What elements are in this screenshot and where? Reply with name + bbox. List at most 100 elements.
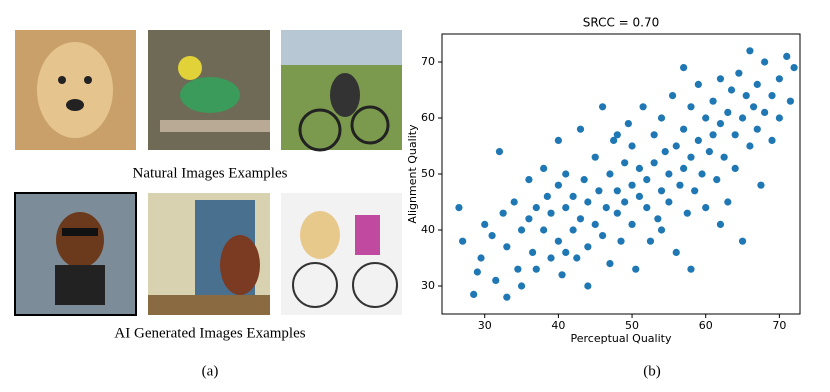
point: [569, 192, 577, 200]
point: [668, 92, 677, 100]
point: [657, 114, 666, 122]
point: [481, 220, 489, 228]
chart-title: SRCC = 0.70: [583, 16, 660, 30]
point: [547, 254, 555, 262]
point: [716, 120, 725, 128]
point: [746, 142, 754, 150]
point: [687, 103, 695, 111]
point: [709, 97, 717, 105]
point: [584, 198, 592, 206]
point: [628, 181, 636, 189]
point: [610, 136, 618, 144]
point: [562, 204, 570, 212]
point: [613, 209, 621, 217]
point: [654, 215, 662, 223]
point: [562, 170, 570, 178]
point: [628, 142, 636, 150]
point: [724, 198, 732, 206]
point: [680, 164, 688, 172]
point: [790, 64, 798, 72]
point: [702, 114, 710, 122]
point: [635, 192, 644, 200]
point: [613, 131, 621, 139]
point: [503, 293, 511, 301]
point: [540, 226, 548, 234]
point: [731, 131, 739, 139]
y-tick-label: 60: [421, 111, 435, 124]
point: [705, 148, 713, 156]
x-tick-label: 70: [772, 319, 786, 332]
point: [775, 114, 783, 122]
point: [613, 187, 621, 195]
caption-natural: Natural Images Examples: [133, 165, 288, 181]
natural-images: [15, 30, 402, 152]
x-tick-label: 60: [699, 319, 713, 332]
y-axis-label: Alignment Quality: [406, 124, 419, 224]
point: [753, 80, 761, 88]
point: [584, 243, 592, 251]
point: [525, 215, 533, 223]
point: [657, 187, 666, 195]
point: [687, 153, 695, 161]
point: [503, 243, 511, 251]
point: [698, 170, 706, 178]
point: [576, 125, 585, 133]
panel-label: (a): [202, 363, 219, 379]
image-ai-bikes: [281, 193, 402, 315]
point: [455, 204, 463, 212]
point: [598, 103, 607, 111]
point: [713, 176, 721, 184]
point: [775, 75, 783, 83]
point: [595, 187, 603, 195]
point: [488, 232, 496, 240]
point: [562, 248, 570, 256]
point: [738, 237, 747, 245]
point: [543, 192, 551, 200]
point: [554, 237, 562, 245]
point: [525, 176, 533, 184]
point: [632, 265, 640, 273]
y-tick-label: 70: [421, 55, 435, 68]
point: [606, 260, 614, 268]
y-tick-label: 50: [421, 167, 435, 180]
point: [514, 265, 522, 273]
point: [761, 58, 769, 66]
point: [676, 181, 684, 189]
point: [746, 47, 754, 55]
point: [459, 237, 467, 245]
point: [558, 271, 566, 279]
point: [517, 282, 526, 290]
point: [709, 131, 717, 139]
point: [720, 153, 728, 161]
point: [540, 164, 548, 172]
point: [768, 136, 776, 144]
point: [580, 176, 588, 184]
point: [470, 290, 478, 298]
plot-frame: [441, 33, 801, 315]
point: [665, 198, 673, 206]
point: [529, 248, 537, 256]
x-tick-label: 40: [551, 319, 565, 332]
point: [598, 232, 607, 240]
point: [742, 92, 750, 100]
point: [554, 181, 562, 189]
point: [768, 92, 776, 100]
point: [661, 148, 669, 156]
point: [691, 187, 699, 195]
point: [694, 80, 702, 88]
point: [786, 97, 795, 105]
point: [473, 268, 481, 276]
x-tick-label: 30: [478, 319, 492, 332]
point: [783, 52, 791, 61]
point: [606, 170, 614, 178]
x-tick-label: 50: [625, 319, 639, 332]
x-axis-label: Perceptual Quality: [571, 332, 672, 345]
point: [680, 125, 688, 133]
caption-ai: AI Generated Images Examples: [114, 325, 305, 341]
point: [584, 282, 592, 290]
point: [694, 136, 702, 144]
ai-images: [14, 192, 402, 316]
point: [738, 114, 747, 122]
point: [650, 131, 658, 139]
point: [757, 181, 765, 189]
